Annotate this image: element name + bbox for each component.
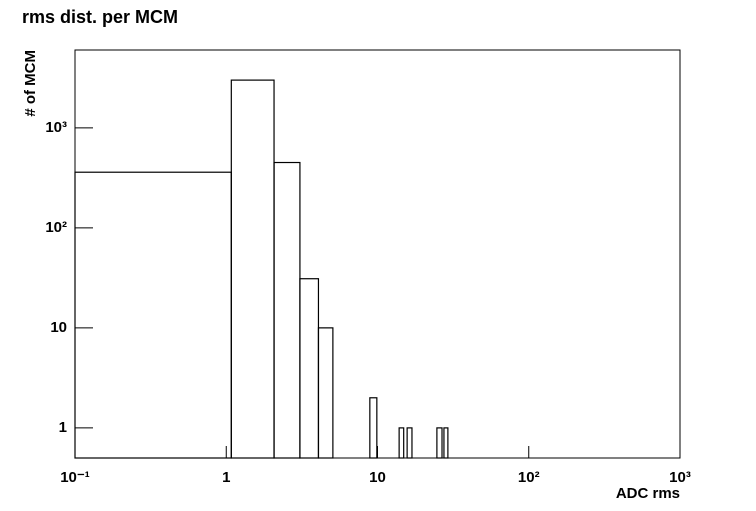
y-axis-label: # of MCM — [22, 50, 39, 117]
histogram-bar — [230, 79, 275, 459]
y-tick-label: 10³ — [45, 119, 67, 136]
x-tick-label: 10 — [369, 469, 386, 486]
histogram-bar — [317, 327, 334, 459]
chart-title: rms dist. per MCM — [22, 7, 178, 27]
x-tick-label: 1 — [222, 469, 230, 486]
histogram-bar — [273, 161, 301, 459]
x-axis-label: ADC rms — [616, 485, 680, 502]
histogram-bar — [299, 278, 320, 459]
histogram-bar — [398, 427, 405, 459]
histogram-bar — [74, 171, 232, 459]
plot-frame — [74, 49, 681, 459]
y-tick-label: 1 — [59, 419, 67, 436]
histogram-bar — [406, 427, 413, 459]
histogram-bar — [369, 397, 378, 459]
x-tick-label: 10³ — [669, 469, 691, 486]
x-tick-label: 10² — [518, 469, 540, 486]
y-tick-label: 10² — [45, 219, 67, 236]
histogram-bar — [436, 427, 443, 459]
x-tick-label: 10⁻¹ — [60, 469, 90, 486]
histogram-bar — [443, 427, 449, 459]
y-tick-label: 10 — [50, 319, 67, 336]
